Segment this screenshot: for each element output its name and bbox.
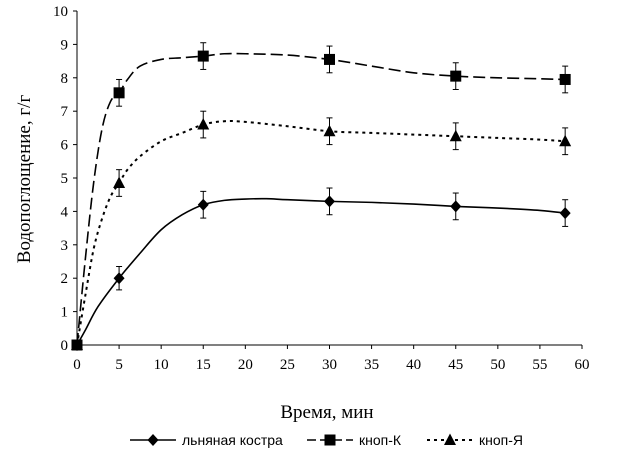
y-tick-label: 4 bbox=[61, 204, 69, 220]
y-tick-label: 0 bbox=[61, 338, 69, 354]
legend-item-triangle: кноп-Я bbox=[427, 432, 523, 448]
x-tick-label: 10 bbox=[154, 357, 169, 373]
y-tick-label: 3 bbox=[61, 238, 69, 254]
x-tick-label: 60 bbox=[575, 357, 590, 373]
legend-label: кноп-К bbox=[359, 432, 402, 448]
legend: льняная костра кноп-К кноп-Я bbox=[130, 432, 523, 448]
x-tick-label: 25 bbox=[280, 357, 295, 373]
data-point bbox=[113, 272, 125, 285]
y-tick-label: 2 bbox=[61, 271, 69, 287]
series-triangle bbox=[71, 110, 572, 350]
y-tick-label: 7 bbox=[61, 104, 69, 120]
series-diamond bbox=[71, 187, 571, 351]
plot-area bbox=[71, 42, 572, 351]
y-tick-label: 6 bbox=[61, 138, 69, 154]
data-point bbox=[559, 73, 571, 85]
y-tick-label: 1 bbox=[61, 305, 69, 321]
x-tick-label: 40 bbox=[406, 357, 421, 373]
x-tick-label: 45 bbox=[448, 357, 463, 373]
x-tick-label: 35 bbox=[364, 357, 379, 373]
y-tick-label: 10 bbox=[53, 4, 68, 20]
legend-item-square: кноп-К bbox=[307, 432, 402, 448]
data-point bbox=[197, 118, 210, 130]
series-line bbox=[76, 120, 566, 346]
data-point bbox=[450, 200, 462, 213]
x-tick-label: 0 bbox=[73, 357, 81, 373]
data-point bbox=[450, 70, 462, 82]
legend-item-diamond: льняная костра bbox=[130, 432, 283, 448]
data-point bbox=[559, 207, 571, 220]
data-point bbox=[323, 124, 336, 137]
x-tick-label: 30 bbox=[322, 357, 337, 373]
data-point bbox=[324, 195, 335, 208]
data-point bbox=[113, 176, 126, 189]
x-tick-label: 55 bbox=[532, 357, 547, 373]
x-tick-label: 20 bbox=[238, 357, 253, 373]
y-tick-label: 5 bbox=[61, 171, 69, 187]
data-point bbox=[197, 198, 209, 211]
data-point bbox=[197, 50, 209, 62]
x-tick-label: 5 bbox=[115, 357, 123, 373]
x-tick-label: 15 bbox=[196, 357, 211, 373]
legend-label: льняная костра bbox=[182, 432, 283, 448]
legend-marker bbox=[147, 434, 159, 446]
legend-marker bbox=[324, 434, 336, 446]
data-point bbox=[449, 129, 462, 142]
data-point bbox=[113, 87, 125, 99]
y-tick-label: 9 bbox=[61, 37, 69, 53]
series-square bbox=[71, 42, 571, 351]
x-tick-label: 50 bbox=[490, 357, 505, 373]
series-line bbox=[76, 52, 566, 346]
y-tick-label: 8 bbox=[61, 71, 69, 87]
y-axis-title: Водопоглощение, г/г bbox=[14, 95, 35, 264]
legend-marker bbox=[444, 433, 456, 445]
legend-label: кноп-Я bbox=[479, 432, 523, 448]
data-point bbox=[324, 53, 335, 65]
data-point bbox=[559, 134, 572, 147]
x-axis-title: Время, мин bbox=[280, 402, 373, 423]
series-line bbox=[76, 197, 566, 346]
